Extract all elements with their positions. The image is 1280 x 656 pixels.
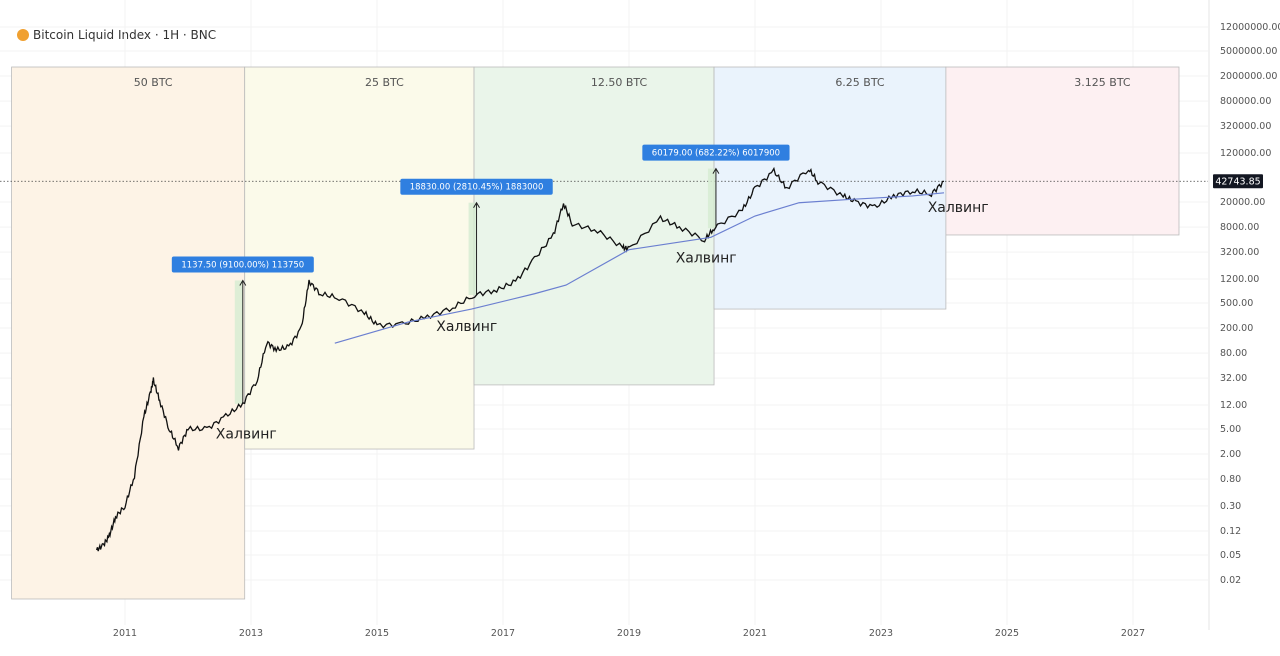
- halving-annotation: Халвинг: [216, 427, 277, 443]
- arrow-head-icon: [473, 201, 480, 208]
- y-tick-label: 3200.00: [1220, 247, 1259, 258]
- bitcoin-icon: [17, 29, 29, 41]
- measure-label-bg: [642, 144, 790, 161]
- x-tick-label: 2011: [113, 628, 137, 639]
- series-moving-average: [334, 192, 945, 344]
- epoch-box: [11, 66, 246, 600]
- arrow-head-icon: [712, 167, 720, 174]
- x-tick-label: 2013: [239, 628, 263, 639]
- y-tick-label: 12.00: [1220, 400, 1247, 411]
- y-tick-label: 200.00: [1220, 323, 1253, 334]
- arrow-head-icon: [239, 279, 247, 286]
- y-tick-label: 800000.00: [1220, 96, 1271, 107]
- measure-label-bg: [400, 178, 553, 195]
- y-tick-label: 1200.00: [1220, 274, 1259, 285]
- measure-label: 18830.00 (2810.45%) 1883000: [410, 183, 544, 193]
- epoch-label: 6.25 BTC: [835, 76, 885, 89]
- x-tick-label: 2015: [365, 628, 389, 639]
- measure-label: 1137.50 (9100.00%) 113750: [181, 260, 304, 270]
- price-tag: 42743.85: [1215, 177, 1260, 188]
- measure-label: 60179.00 (682.22%) 6017900: [652, 149, 780, 159]
- y-tick-label: 0.05: [1220, 550, 1241, 561]
- x-tick-label: 2019: [617, 628, 641, 639]
- x-tick-label: 2025: [995, 628, 1019, 639]
- series-price: [95, 166, 945, 552]
- y-tick-label: 500.00: [1220, 298, 1253, 309]
- x-tick-label: 2023: [869, 628, 893, 639]
- y-tick-label: 0.12: [1220, 526, 1241, 537]
- measure-fill: [468, 202, 477, 295]
- x-tick-label: 2027: [1121, 628, 1145, 639]
- measure-fill: [234, 280, 243, 404]
- halving-annotation: Халвинг: [928, 200, 989, 216]
- price-tag-bg: [1213, 174, 1263, 189]
- y-tick-label: 0.02: [1220, 575, 1241, 586]
- y-tick-label: 5000000.00: [1220, 46, 1277, 57]
- measure-fill: [707, 168, 716, 229]
- y-tick-label: 120000.00: [1220, 148, 1271, 159]
- epoch-label: 3.125 BTC: [1074, 76, 1131, 89]
- y-tick-label: 8000.00: [1220, 222, 1259, 233]
- epoch-box: [945, 66, 1180, 236]
- measure-label-bg: [171, 256, 314, 273]
- y-tick-label: 2.00: [1220, 449, 1241, 460]
- epoch-label: 12.50 BTC: [591, 76, 648, 89]
- y-tick-label: 2000000.00: [1220, 71, 1277, 82]
- x-tick-label: 2017: [491, 628, 515, 639]
- y-tick-label: 80.00: [1220, 348, 1247, 359]
- epoch-label: 50 BTC: [134, 76, 173, 89]
- y-tick-label: 5.00: [1220, 424, 1241, 435]
- x-tick-label: 2021: [743, 628, 767, 639]
- y-tick-label: 0.30: [1220, 501, 1241, 512]
- epoch-label: 25 BTC: [365, 76, 404, 89]
- y-tick-label: 32.00: [1220, 373, 1247, 384]
- epoch-box: [473, 66, 715, 386]
- halving-annotation: Халвинг: [676, 250, 737, 266]
- y-tick-label: 20000.00: [1220, 197, 1265, 208]
- y-tick-label: 320000.00: [1220, 121, 1271, 132]
- halving-annotation: Халвинг: [436, 319, 497, 335]
- y-tick-label: 12000000.00: [1220, 22, 1280, 33]
- y-tick-label: 0.80: [1220, 474, 1241, 485]
